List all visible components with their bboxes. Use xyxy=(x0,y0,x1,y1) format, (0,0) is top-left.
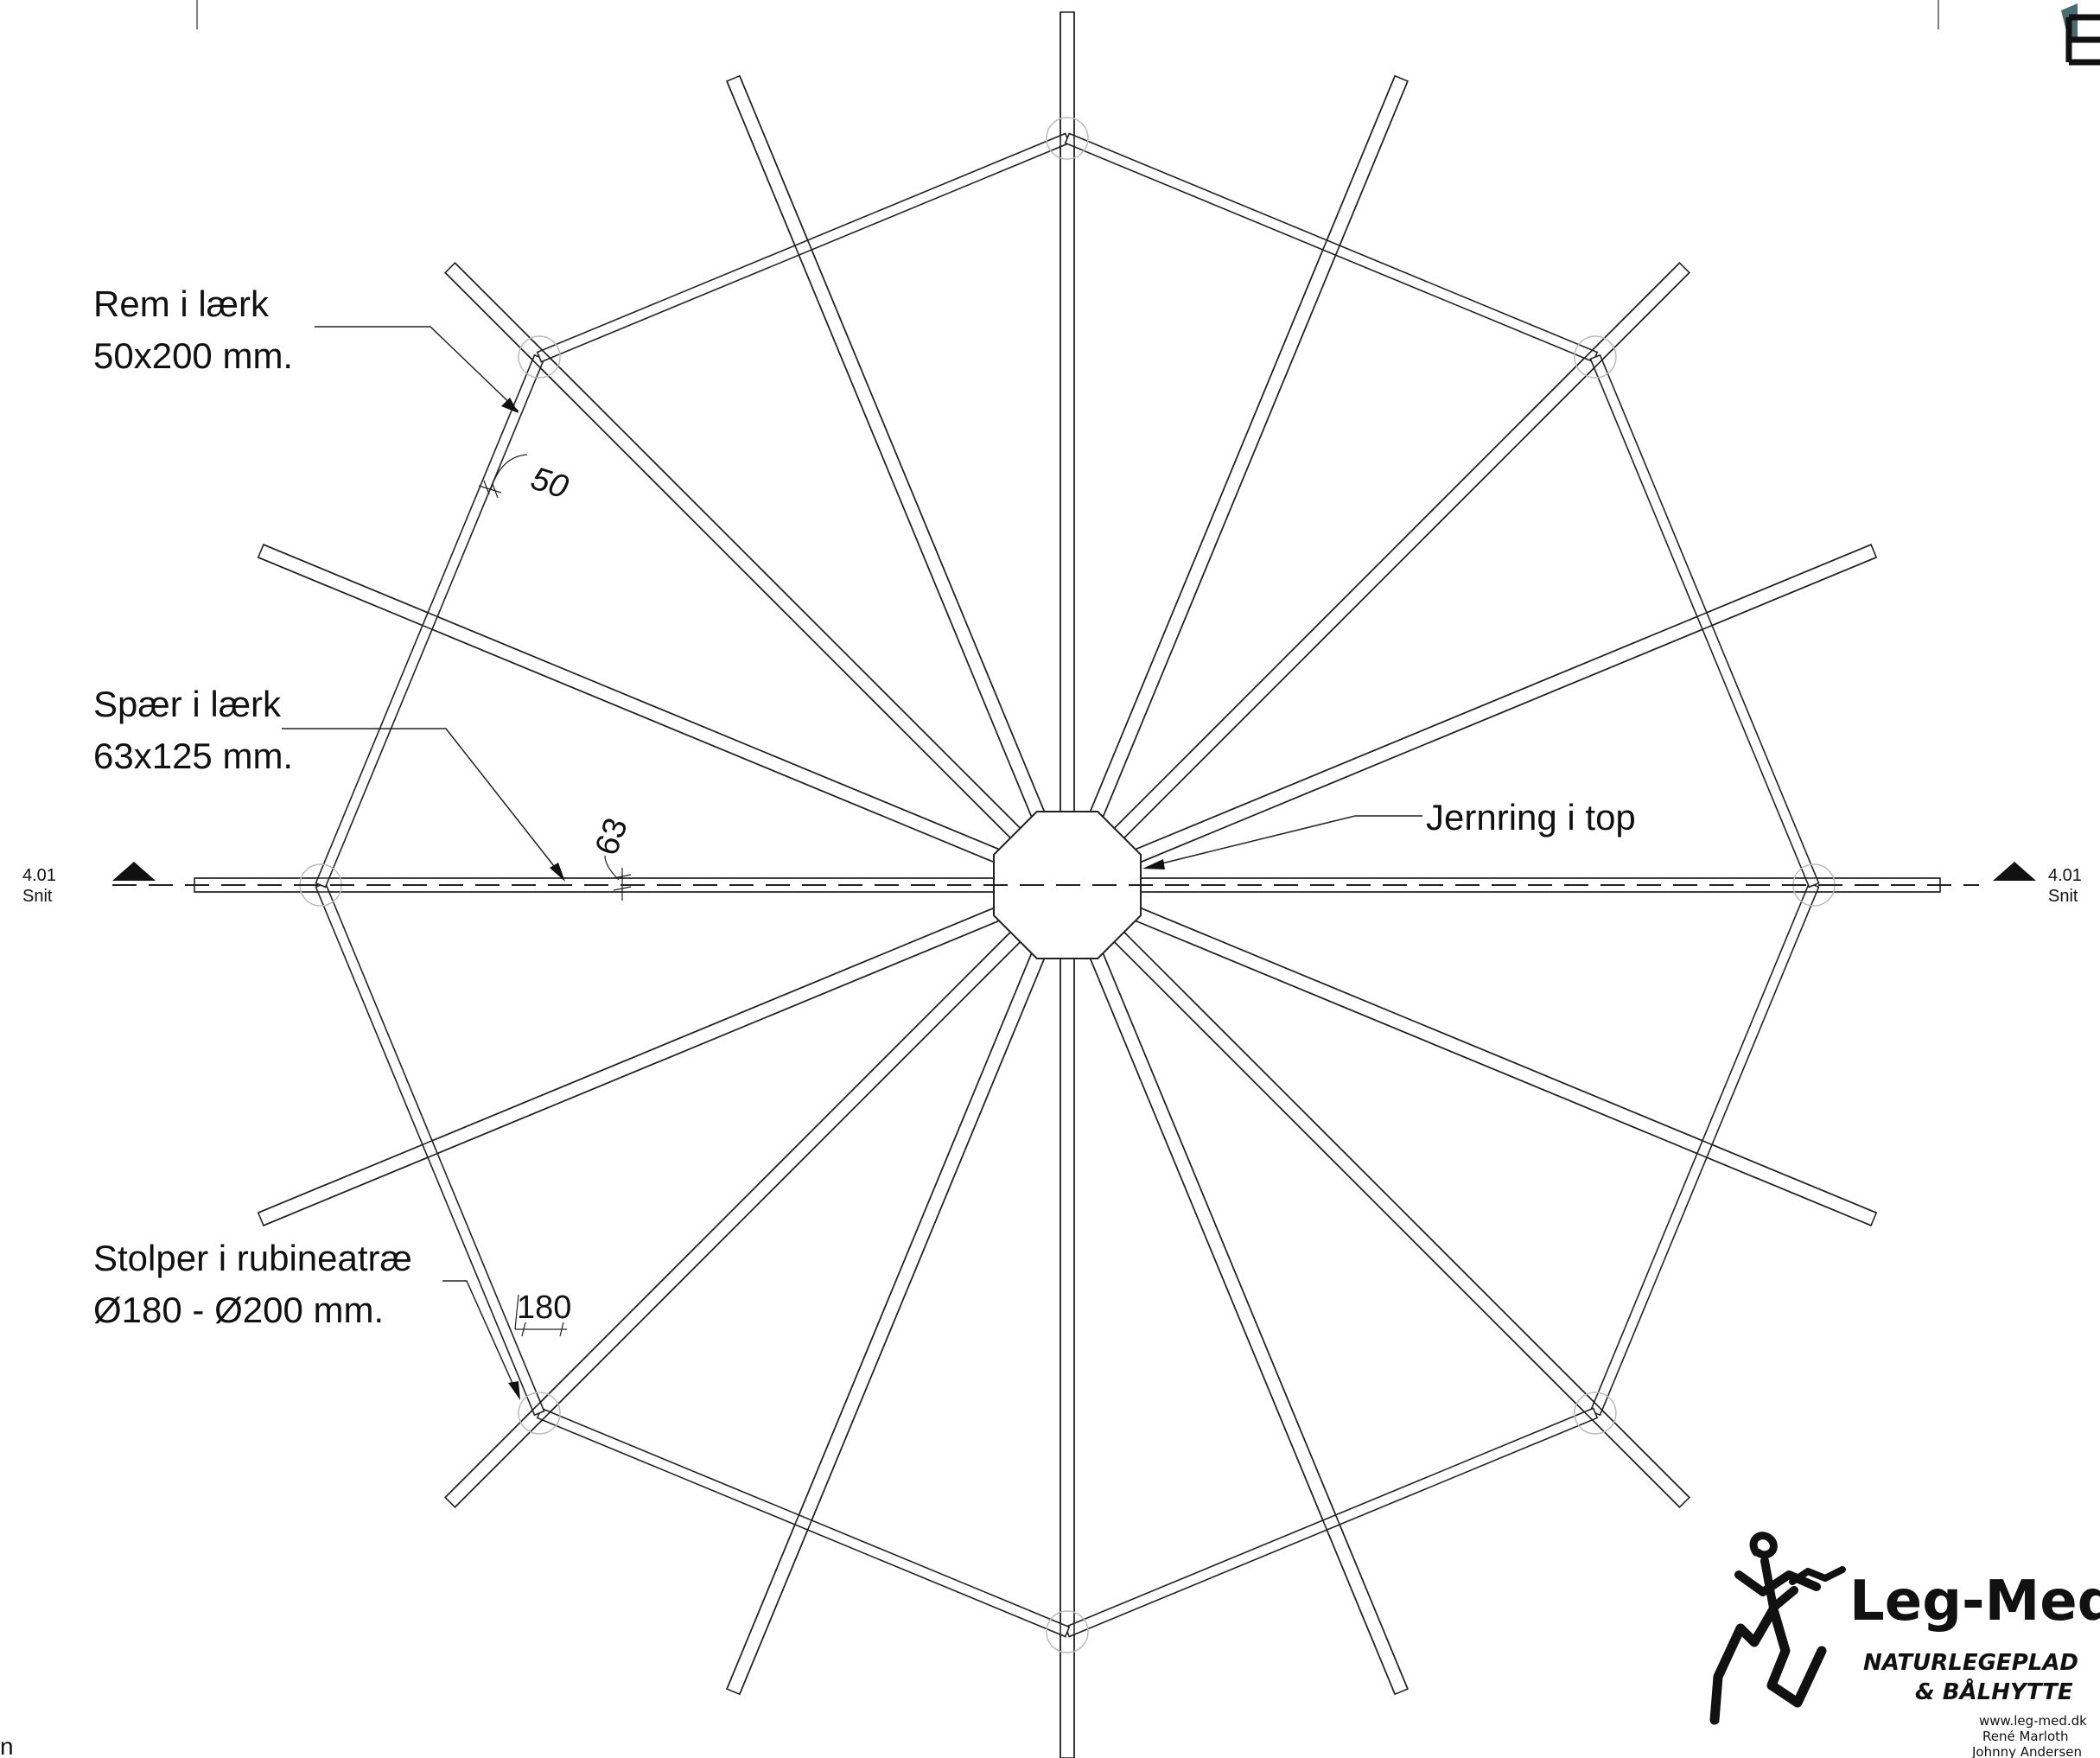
stolpe-diameter-dimension: 180 xyxy=(514,1290,571,1337)
logo-brand-name: Leg-Med xyxy=(1849,1570,2100,1634)
section-number-left: 4.01 xyxy=(22,866,56,885)
rem-beam xyxy=(1589,354,1820,889)
rem-beam xyxy=(1064,1407,1599,1638)
post-circle xyxy=(1574,335,1617,379)
post-circle xyxy=(1574,1392,1617,1435)
rafter xyxy=(257,901,1015,1226)
rafter-edge xyxy=(1120,914,1872,1226)
rafter-edge xyxy=(1125,557,1877,869)
logo-person-2: Johnny Andersen xyxy=(1971,1744,2082,1758)
post-circle xyxy=(1046,1610,1089,1653)
spaer-label-line1: Spær i lærk xyxy=(93,684,282,724)
stick-figure-logo-icon xyxy=(1709,1532,1846,1725)
rafter xyxy=(444,262,1031,849)
section-number-right: 4.01 xyxy=(2048,866,2082,885)
section-label-left: Snit xyxy=(22,887,53,906)
rafter xyxy=(257,544,1015,869)
jernring-label: Jernring i top xyxy=(1426,797,1636,838)
logo-website: www.leg-med.dk xyxy=(1979,1713,2087,1729)
rafter xyxy=(1104,921,1690,1508)
rafter-edge xyxy=(454,932,1030,1508)
logo-tagline-1: NATURLEGEPLAD xyxy=(1863,1650,2078,1676)
post-circle xyxy=(1046,117,1089,160)
stolper-label-line1: Stolper i rubineatræ xyxy=(93,1238,412,1278)
rafter-edge xyxy=(739,75,1052,827)
rafter xyxy=(1083,74,1409,833)
rafters-group xyxy=(194,11,1941,1758)
rem-beam xyxy=(315,882,545,1417)
rem-label-line2: 50x200 mm. xyxy=(93,335,293,376)
stolper-leader-arrow-icon xyxy=(508,1381,520,1400)
stolpe-diameter-value: 180 xyxy=(517,1290,571,1326)
spaer-leader-arrow-icon xyxy=(550,863,565,882)
spaer-leader-line xyxy=(282,728,564,879)
corner-text-fragment: n xyxy=(0,1733,14,1758)
rafter-edge xyxy=(1104,262,1681,838)
rem-label-line1: Rem i lærk xyxy=(93,283,270,324)
jernring-leader-arrow-icon xyxy=(1142,859,1165,869)
stolper-label-line2: Ø180 - Ø200 mm. xyxy=(93,1290,384,1330)
rafter-edge xyxy=(1114,271,1690,848)
post-circle xyxy=(518,335,561,379)
spaer-callout: Spær i lærk 63x125 mm. xyxy=(93,684,565,882)
rafter-edge xyxy=(258,901,1009,1213)
rem-beam xyxy=(315,354,545,889)
section-marker-right: 4.01 Snit xyxy=(1993,862,2082,906)
rafter-edge xyxy=(263,544,1015,857)
rem-beam xyxy=(1064,132,1599,363)
jernring-leader-line xyxy=(1147,815,1422,868)
spaer-label-line2: 63x125 mm. xyxy=(93,736,293,776)
rafter-edge xyxy=(258,557,1009,869)
rafter xyxy=(444,921,1031,1508)
rafter xyxy=(1083,937,1409,1696)
logo-person-1: René Marloth xyxy=(1982,1729,2069,1744)
section-arrow-left-icon xyxy=(112,862,156,881)
rafter-edge xyxy=(263,914,1015,1226)
rafter xyxy=(1119,901,1878,1226)
rafter-edge xyxy=(444,271,1021,848)
rafter-edge xyxy=(739,943,1052,1695)
rafter xyxy=(1104,262,1690,849)
rafter-edge xyxy=(1083,75,1396,827)
rem-beam xyxy=(536,1407,1071,1638)
rem-width-value: 50 xyxy=(526,461,572,506)
stolper-callout: Stolper i rubineatræ Ø180 - Ø200 mm. xyxy=(93,1238,520,1400)
rafter-edge xyxy=(726,938,1039,1690)
rafter-edge xyxy=(1125,901,1877,1213)
jernring-callout: Jernring i top xyxy=(1142,797,1636,869)
section-label-right: Snit xyxy=(2048,887,2078,906)
rafter-edge xyxy=(1104,932,1681,1508)
rafter-edge xyxy=(1096,80,1409,832)
rem-beam xyxy=(1589,882,1820,1417)
rafter-edge xyxy=(1120,544,1872,857)
stolper-leader-line xyxy=(442,1280,519,1398)
corner-logo-fragment xyxy=(2061,3,2100,66)
section-marker-left: 4.01 Snit xyxy=(22,862,156,906)
rem-leader-line xyxy=(315,326,519,412)
rem-callout: Rem i lærk 50x200 mm. xyxy=(93,283,519,413)
rafter-edge xyxy=(1083,943,1396,1695)
rem-leader-arrow-icon xyxy=(501,398,519,413)
rafter xyxy=(726,937,1052,1696)
rafter-edge xyxy=(454,262,1030,838)
rafter-edge xyxy=(1114,922,1690,1499)
rafter-edge xyxy=(444,922,1021,1499)
rafter xyxy=(726,74,1052,833)
post-circle xyxy=(518,1392,561,1435)
leg-med-logo: Leg-Med NATURLEGEPLAD & BÅLHYTTE www.leg… xyxy=(1709,1532,2100,1758)
rafter-edge xyxy=(1096,938,1409,1690)
section-arrow-right-icon xyxy=(1993,862,2036,881)
rafter-edge xyxy=(726,80,1039,832)
rem-beam xyxy=(536,132,1071,363)
spaer-width-value: 63 xyxy=(589,813,635,860)
logo-tagline-2: & BÅLHYTTE xyxy=(1915,1678,2073,1705)
